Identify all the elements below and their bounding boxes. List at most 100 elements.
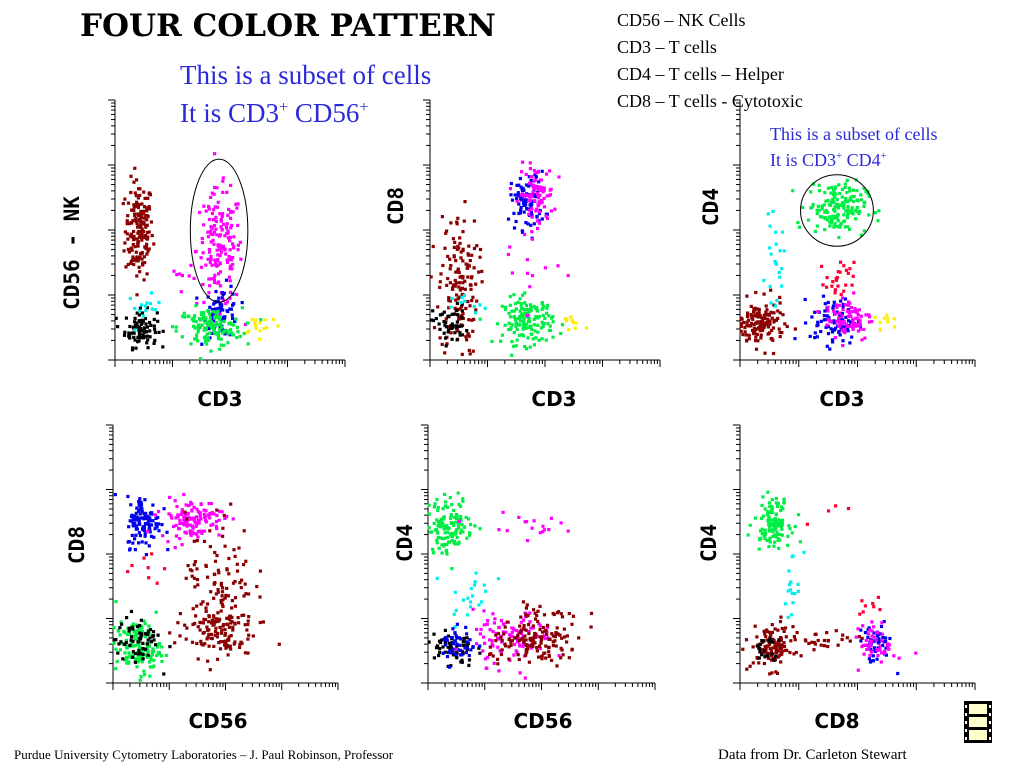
- event-dot: [488, 645, 492, 649]
- event-dot: [758, 650, 762, 654]
- event-dot: [508, 187, 513, 191]
- event-dot: [446, 314, 450, 318]
- event-dot: [543, 316, 547, 320]
- event-dot: [766, 325, 770, 329]
- event-dot: [446, 254, 450, 258]
- event-dot: [450, 286, 455, 290]
- event-dot: [130, 348, 135, 352]
- event-dot: [140, 251, 144, 255]
- event-dot: [454, 542, 458, 546]
- event-dot: [437, 546, 441, 550]
- event-dot: [453, 306, 457, 310]
- event-dot: [869, 650, 873, 654]
- event-dot: [837, 330, 841, 334]
- event-dot: [878, 632, 882, 636]
- event-dot: [459, 300, 463, 305]
- event-dot: [859, 233, 863, 237]
- event-dot: [760, 503, 764, 507]
- event-dot: [144, 309, 148, 313]
- event-dot: [208, 511, 212, 516]
- event-dot: [542, 304, 546, 308]
- event-dot: [541, 322, 545, 327]
- event-dot: [845, 178, 849, 182]
- event-dot: [846, 507, 851, 511]
- event-dot: [135, 200, 139, 204]
- event-dot: [496, 637, 500, 641]
- event-dot: [768, 284, 772, 288]
- event-dot: [767, 516, 771, 520]
- event-dot: [760, 653, 764, 657]
- ylabel-plot-3: CD4: [699, 188, 723, 226]
- event-dot: [886, 317, 890, 321]
- event-dot: [453, 331, 457, 335]
- event-dot: [753, 306, 757, 310]
- event-dot: [141, 336, 145, 340]
- event-dot: [768, 510, 772, 515]
- event-dot: [231, 316, 235, 320]
- xlabel-plot-5: CD56: [513, 709, 573, 733]
- event-dot: [528, 345, 532, 349]
- event-dot: [138, 218, 142, 222]
- event-dot: [858, 318, 862, 322]
- event-dot: [135, 625, 140, 629]
- event-dot: [179, 290, 183, 294]
- event-dot: [444, 336, 448, 340]
- event-dot: [459, 274, 464, 278]
- event-dot: [144, 647, 148, 651]
- event-dot: [807, 641, 811, 646]
- event-dot: [142, 235, 146, 240]
- event-dot: [176, 513, 180, 517]
- event-dot: [133, 338, 137, 342]
- event-dot: [857, 212, 861, 216]
- event-dot: [148, 674, 152, 678]
- event-dot: [538, 646, 542, 651]
- event-dot: [217, 533, 221, 537]
- event-dot: [539, 639, 543, 644]
- event-dot: [769, 311, 773, 315]
- event-dot: [758, 326, 762, 330]
- event-dot: [443, 531, 447, 535]
- event-dot: [820, 215, 824, 219]
- event-dot: [774, 242, 778, 246]
- event-dot: [793, 525, 797, 529]
- event-dot: [227, 275, 231, 279]
- event-dot: [452, 612, 456, 616]
- event-dot: [528, 167, 532, 171]
- event-dot: [235, 569, 240, 573]
- film-strip-icon[interactable]: [963, 700, 993, 744]
- event-dot: [463, 279, 467, 283]
- event-dot: [146, 338, 150, 342]
- event-dot: [222, 329, 227, 333]
- event-dot: [491, 612, 495, 616]
- event-dot: [527, 631, 531, 636]
- event-dot: [218, 243, 222, 247]
- event-dot: [892, 654, 896, 658]
- event-dot: [779, 615, 783, 619]
- event-dot: [128, 296, 132, 301]
- event-dot: [767, 538, 771, 542]
- event-dot: [194, 614, 198, 618]
- event-dot: [261, 620, 265, 624]
- event-dot: [534, 184, 538, 188]
- event-dot: [254, 318, 258, 322]
- event-dot: [140, 540, 144, 544]
- event-dot: [207, 250, 212, 254]
- event-dot: [205, 342, 209, 346]
- event-dot: [230, 267, 234, 271]
- event-dot: [840, 195, 844, 199]
- event-dot: [522, 624, 526, 628]
- event-dot: [132, 514, 137, 518]
- event-dot: [145, 206, 149, 210]
- event-dot: [448, 516, 453, 520]
- event-dot: [778, 330, 782, 334]
- event-dot: [436, 531, 440, 535]
- event-dot: [540, 655, 544, 659]
- event-dot: [571, 614, 575, 618]
- event-dot: [459, 515, 463, 519]
- event-dot: [231, 333, 236, 337]
- event-dot: [850, 206, 854, 210]
- event-dot: [230, 615, 234, 619]
- event-dot: [850, 322, 854, 326]
- event-dot: [148, 320, 152, 325]
- event-dot: [849, 306, 853, 310]
